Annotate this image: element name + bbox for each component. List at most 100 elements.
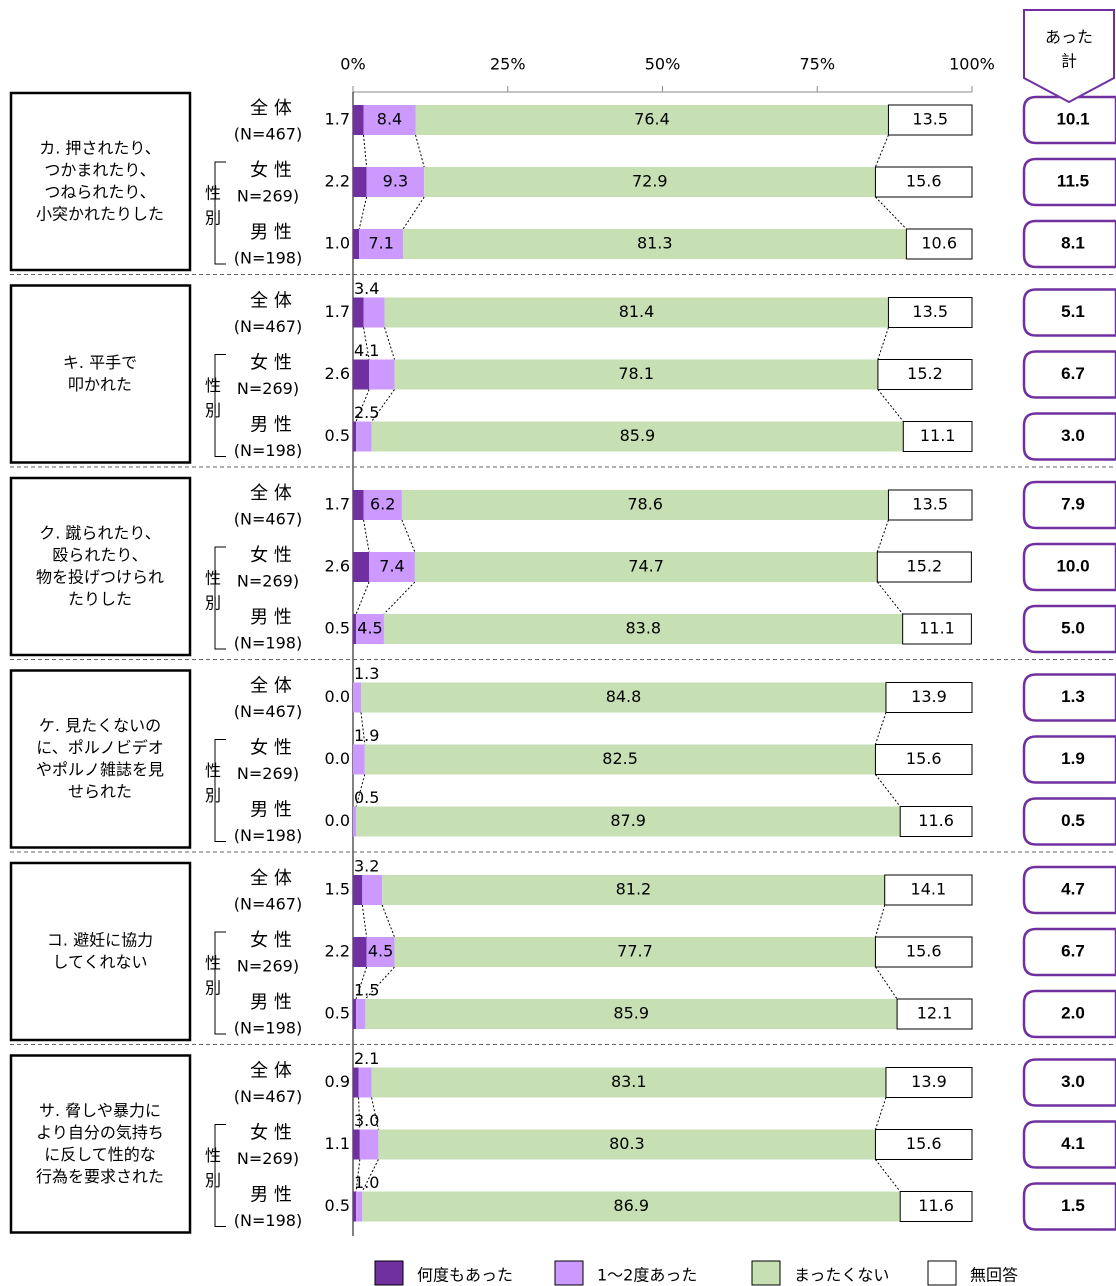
data-label: 78.1 xyxy=(618,364,654,383)
bar-segment xyxy=(394,937,876,967)
bar-segment xyxy=(884,874,973,906)
connector xyxy=(361,1159,379,1192)
bar-segment xyxy=(877,359,973,390)
connector xyxy=(875,774,901,807)
total-box xyxy=(1022,927,1116,977)
data-label: 0.5 xyxy=(325,1196,350,1215)
group-label: より自分の気持ち xyxy=(36,1123,164,1142)
data-label: 72.9 xyxy=(632,172,668,191)
row-n: (N=467) xyxy=(234,125,302,144)
row-label: 全 体 xyxy=(250,868,292,889)
bar-segment xyxy=(905,228,973,260)
bracket xyxy=(214,1124,226,1227)
group-label: コ. 避妊に協力 xyxy=(47,931,153,950)
bar-segment xyxy=(359,1129,379,1160)
data-label: 4.1 xyxy=(354,341,379,360)
connector xyxy=(383,581,416,615)
data-label: 13.5 xyxy=(912,110,948,129)
bar-segment xyxy=(414,552,878,582)
bar-segment xyxy=(353,614,357,644)
data-label: 81.4 xyxy=(619,302,655,321)
legend-label: 何度もあった xyxy=(417,1266,513,1285)
total-label: 4.7 xyxy=(1061,879,1085,898)
connector xyxy=(355,581,370,615)
total-label: 6.7 xyxy=(1061,364,1085,383)
connector xyxy=(874,904,886,938)
row-n: (N=467) xyxy=(234,510,302,529)
row-n: (N=198) xyxy=(234,826,302,845)
bar-segment xyxy=(353,682,362,713)
row-label: 全 体 xyxy=(250,483,292,504)
group-label: に反して性的な xyxy=(44,1145,156,1164)
row-n: (N=467) xyxy=(234,895,302,914)
group-label: キ. 平手で xyxy=(63,353,137,372)
row-n: N=269) xyxy=(237,187,299,206)
bracket xyxy=(214,546,226,650)
sex-label: 別 xyxy=(205,401,221,420)
total-label: 8.1 xyxy=(1061,233,1085,252)
connector xyxy=(363,327,370,360)
bar-segment xyxy=(353,552,370,582)
connector xyxy=(360,712,366,745)
row-n: (N=198) xyxy=(234,1211,302,1230)
connector xyxy=(877,389,904,422)
row-label: 全 体 xyxy=(250,291,292,312)
connector xyxy=(877,327,889,360)
connector xyxy=(402,196,425,230)
bracket xyxy=(214,354,226,457)
bar-segment xyxy=(369,552,415,582)
bar-segment xyxy=(363,490,402,520)
total-box xyxy=(1022,604,1116,654)
total-box xyxy=(1022,797,1116,846)
row-label: 全 体 xyxy=(250,98,292,119)
bar-segment xyxy=(356,999,366,1029)
data-label: 2.5 xyxy=(354,403,379,422)
sex-label: 性 xyxy=(205,761,221,780)
data-label: 1.7 xyxy=(325,302,350,321)
data-label: 4.5 xyxy=(357,619,382,638)
x-tick-label: 75% xyxy=(799,55,835,74)
bar-segment xyxy=(366,937,395,967)
data-label: 80.3 xyxy=(609,1134,645,1153)
row-label: 男 性 xyxy=(250,415,292,436)
data-label: 1.7 xyxy=(325,110,350,129)
total-label: 4.1 xyxy=(1061,1134,1085,1153)
connector xyxy=(361,904,368,938)
data-label: 8.4 xyxy=(377,110,402,129)
connector xyxy=(355,966,368,1000)
data-label: 85.9 xyxy=(613,1004,649,1023)
legend-swatch xyxy=(751,1260,781,1286)
row-n: N=269) xyxy=(237,1149,299,1168)
data-label: 81.3 xyxy=(637,234,673,253)
total-label: 11.5 xyxy=(1057,171,1089,190)
data-label: 9.3 xyxy=(383,172,408,191)
connector xyxy=(355,1159,361,1192)
data-label: 0.0 xyxy=(325,811,350,830)
data-label: 2.6 xyxy=(325,364,350,383)
row-n: (N=198) xyxy=(234,249,302,268)
bar-segment xyxy=(899,806,973,837)
bar-segment xyxy=(353,1129,360,1160)
total-label: 1.5 xyxy=(1061,1196,1085,1215)
bar-segment xyxy=(874,1129,973,1160)
connector xyxy=(365,966,395,1000)
data-label: 83.8 xyxy=(625,619,661,638)
row-n: (N=467) xyxy=(234,317,302,336)
row-label: 女 性 xyxy=(250,353,292,374)
bar-segment xyxy=(384,297,889,328)
total-label: 6.7 xyxy=(1061,941,1085,960)
sex-label: 別 xyxy=(205,209,221,228)
data-label: 1.1 xyxy=(325,1134,350,1153)
total-label: 3.0 xyxy=(1061,1072,1085,1091)
data-label: 3.4 xyxy=(354,279,379,298)
total-box xyxy=(1022,288,1116,337)
data-label: 2.6 xyxy=(325,557,350,576)
connector xyxy=(874,134,889,168)
group-label: 行為を要求された xyxy=(36,1167,164,1186)
data-label: 86.9 xyxy=(613,1196,649,1215)
data-label: 76.4 xyxy=(634,110,670,129)
total-label: 1.9 xyxy=(1061,749,1085,768)
group-box xyxy=(9,476,192,657)
legend-swatch xyxy=(927,1260,957,1286)
data-label: 1.7 xyxy=(325,495,350,514)
